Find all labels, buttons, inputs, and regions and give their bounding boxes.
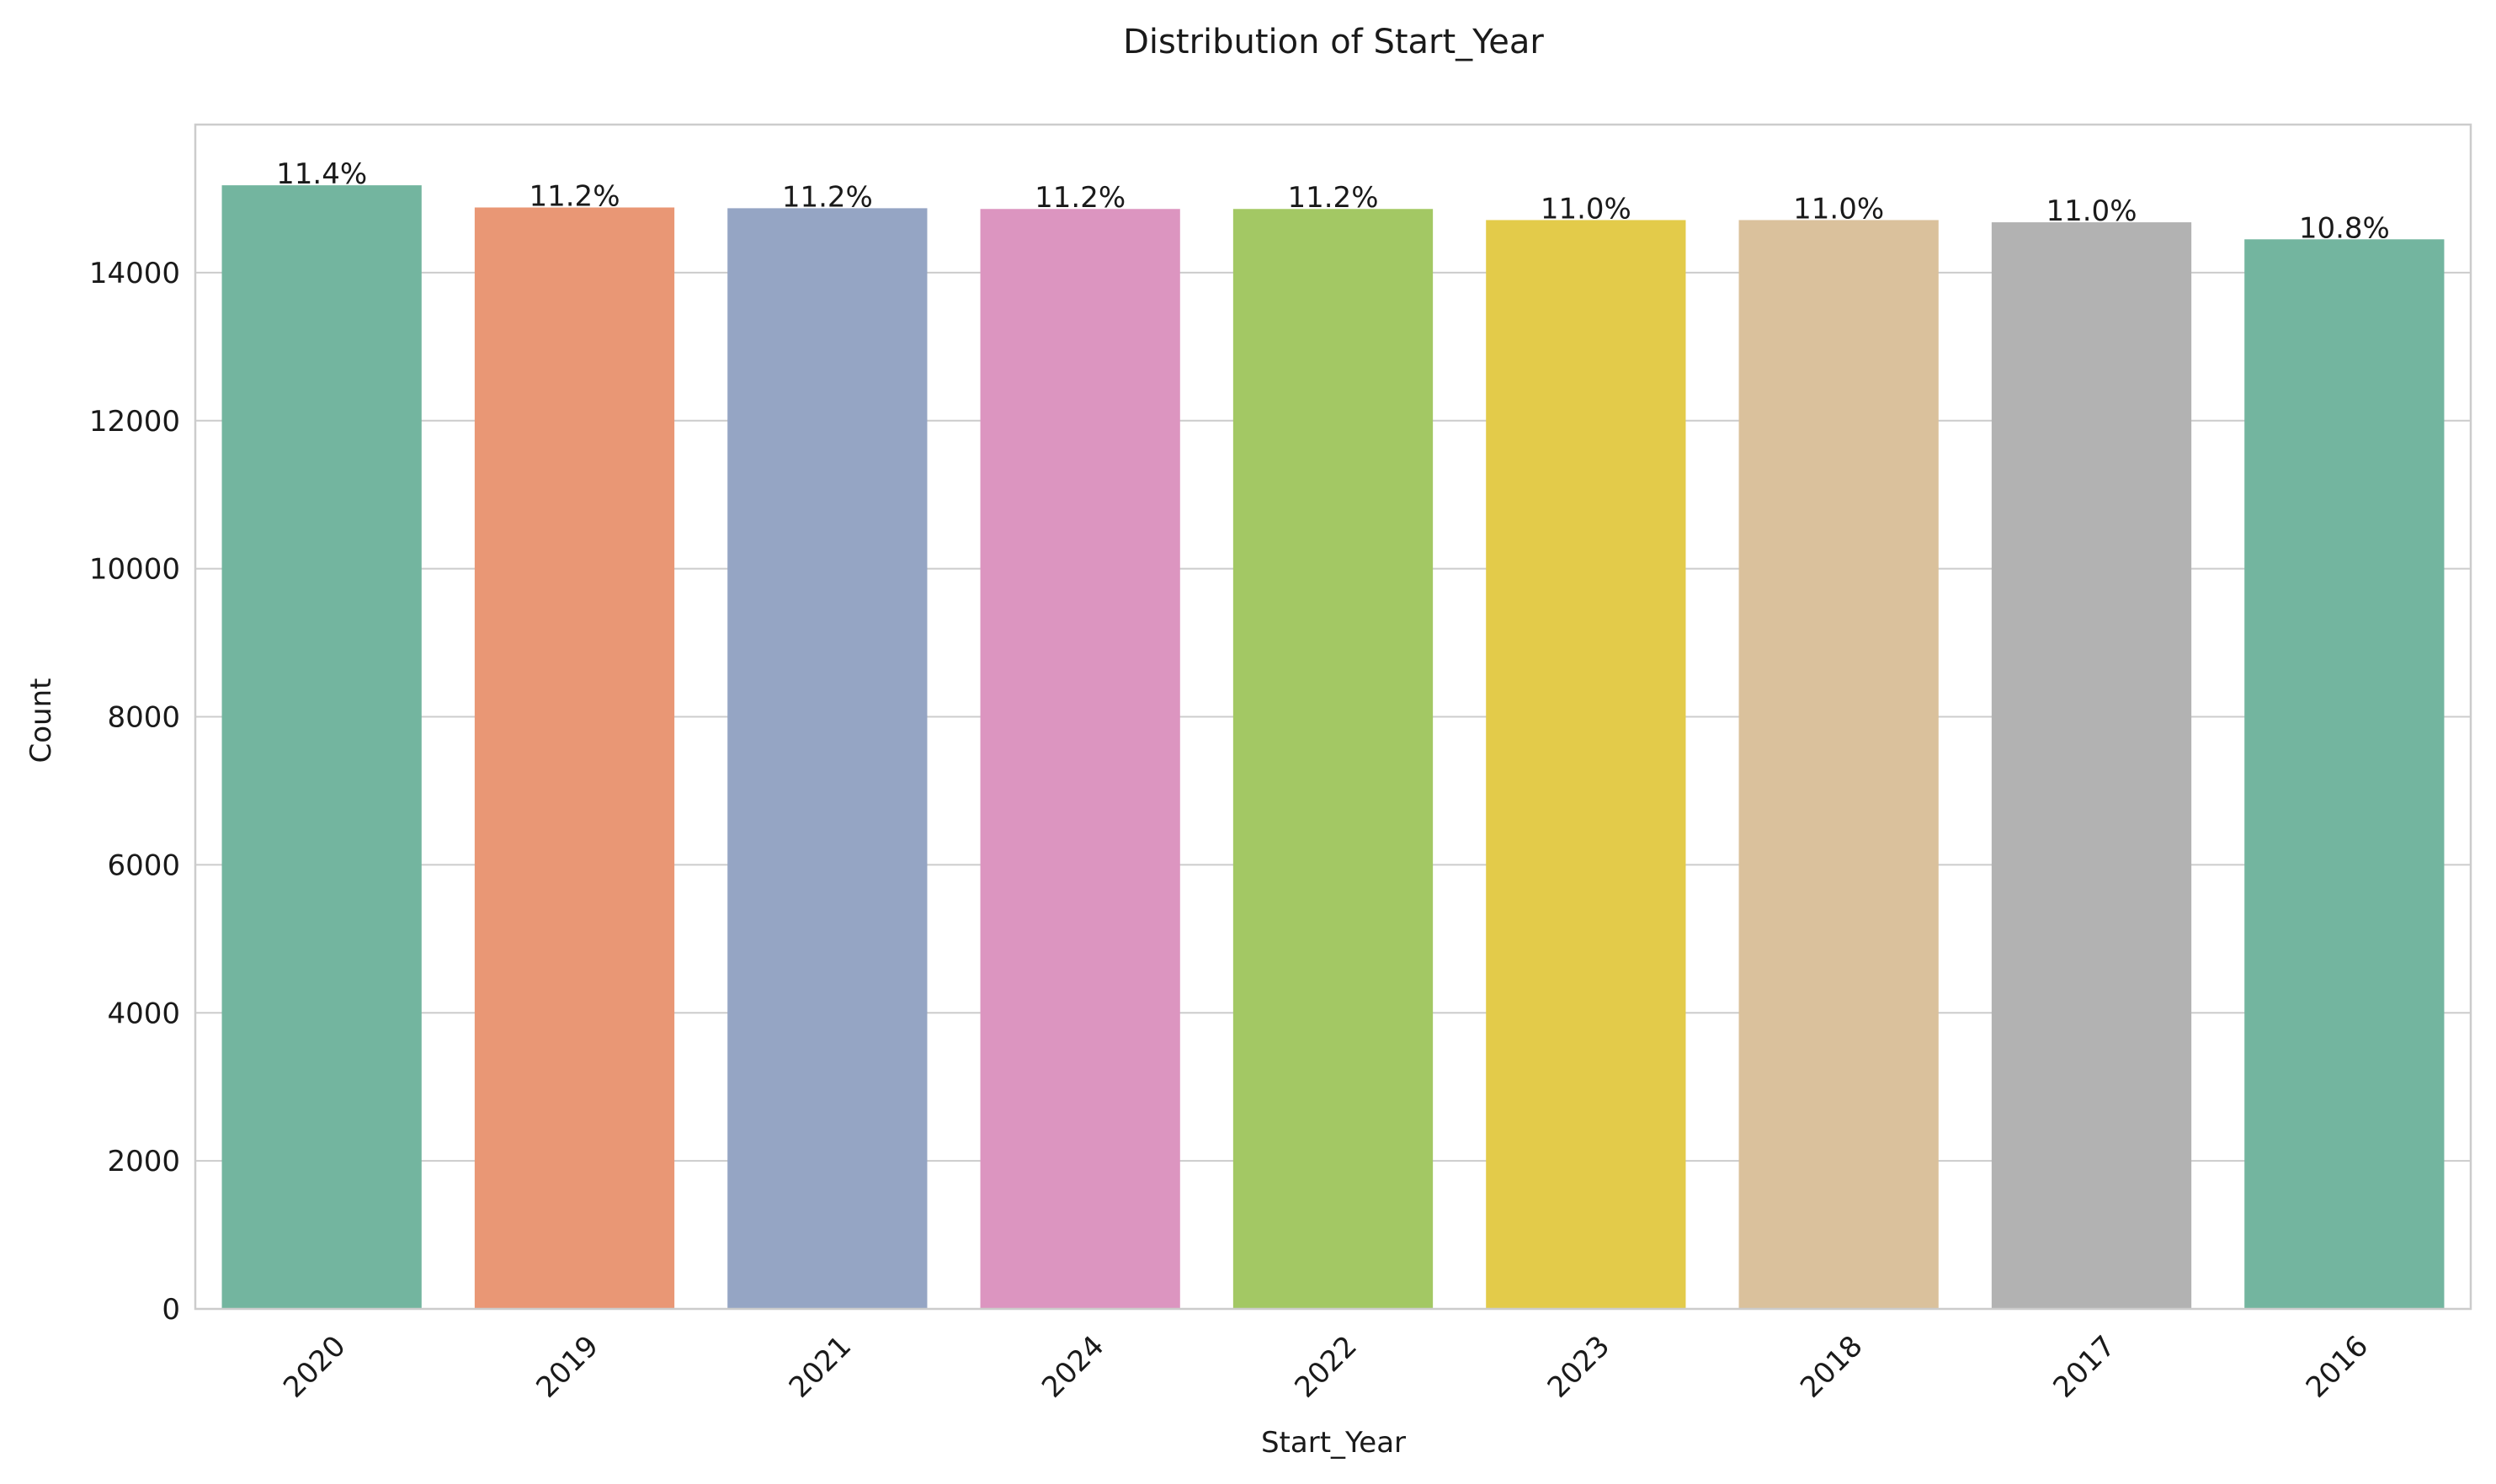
x-tick-label: 2020 (277, 1329, 352, 1404)
bar-percent-label: 11.2% (1287, 181, 1378, 215)
x-tick-label: 2024 (1035, 1329, 1110, 1404)
x-tick-label: 2016 (2300, 1329, 2375, 1404)
x-tick-label: 2018 (1794, 1329, 1869, 1404)
x-tick-label: 2022 (1288, 1329, 1363, 1404)
bar-2021 (727, 208, 928, 1309)
y-tick-label: 10000 (89, 553, 180, 587)
bar-2019 (474, 207, 675, 1310)
bar-2018 (1738, 220, 1939, 1310)
data-labels: 11.4% 11.2% 11.2% 11.2% 11.2% 11.0% 11.0% 11.0%… (276, 157, 2390, 245)
bar-percent-label: 11.2% (1035, 181, 1126, 215)
x-axis-label: Start_Year (1261, 1426, 1406, 1460)
x-axis-ticks: 2020 2019 2021 2024 2022 2023 2018 2017 2016 (277, 1329, 2375, 1404)
y-tick-label: 14000 (89, 257, 180, 290)
y-tick-label: 2000 (107, 1145, 180, 1178)
y-tick-label: 8000 (107, 701, 180, 735)
x-tick-label: 2019 (530, 1329, 604, 1404)
y-axis-label: Count (24, 678, 58, 763)
bar-2020 (221, 185, 422, 1309)
y-tick-label: 0 (162, 1293, 180, 1327)
y-tick-label: 4000 (107, 997, 180, 1030)
x-tick-label: 2017 (2046, 1329, 2121, 1404)
bar-percent-label: 11.2% (782, 180, 873, 214)
bars (221, 185, 2445, 1310)
bar-percent-label: 11.0% (1793, 192, 1884, 226)
bar-percent-label: 10.8% (2299, 211, 2390, 245)
chart-title: Distribution of Start_Year (1123, 23, 1544, 61)
y-tick-label: 12000 (89, 405, 180, 439)
bar-2016 (2244, 239, 2445, 1310)
bar-2023 (1486, 220, 1686, 1310)
bar-percent-label: 11.0% (1541, 192, 1631, 226)
bar-2022 (1232, 209, 1434, 1309)
y-axis-ticks: 0 2000 4000 6000 8000 10000 12000 14000 (89, 257, 180, 1327)
bar-percent-label: 11.0% (2046, 194, 2137, 228)
bar-percent-label: 11.2% (529, 179, 620, 213)
bar-percent-label: 11.4% (276, 157, 367, 191)
plot-frame (194, 123, 2472, 1311)
x-tick-label: 2023 (1541, 1329, 1616, 1404)
x-tick-label: 2021 (783, 1329, 858, 1404)
bar-2024 (980, 209, 1180, 1309)
y-tick-label: 6000 (107, 848, 180, 882)
bar-2017 (1991, 222, 2192, 1309)
